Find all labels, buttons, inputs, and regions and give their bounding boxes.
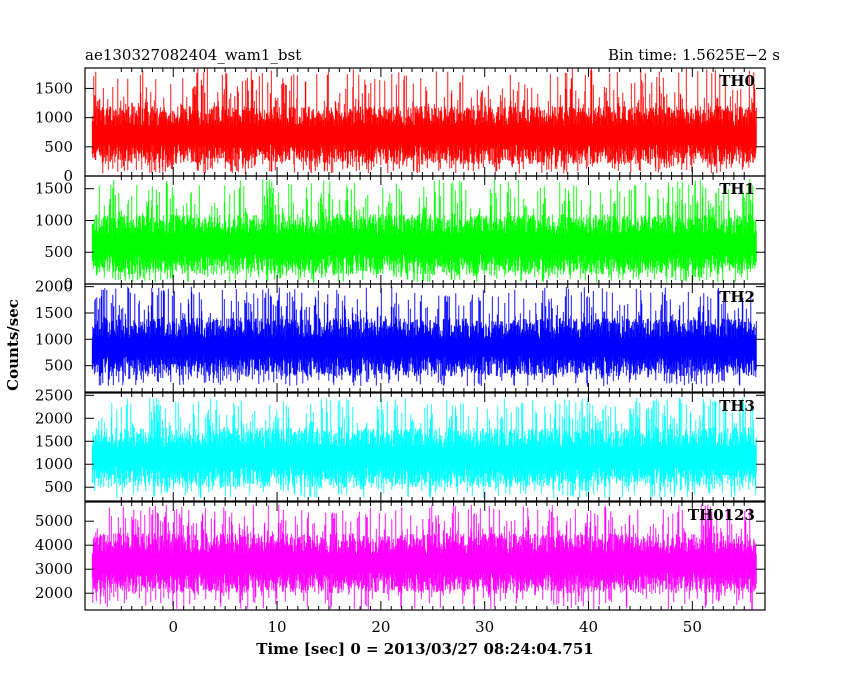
panel-th3: 500 1000 1500 2000 2500 TH3 [35,386,766,502]
y-tick-label: 1500 [35,432,73,450]
observation-id: ae130327082404_wam1_bst [85,46,301,64]
panel-th0123: 2000 3000 4000 5000 TH0123 [35,501,766,611]
y-tick-label: 4000 [35,536,73,554]
y-tick-label: 2000 [35,278,73,296]
x-tick-label: 50 [683,618,702,636]
y-tick-label: 1500 [35,79,73,97]
x-axis: 0 10 20 30 40 50 [168,618,701,636]
y-tick-label: 0 [63,167,73,185]
y-tick-label: 2000 [35,584,73,602]
panels: 0 500 1000 1500 TH0 0 500 1000 1500 TH1 500 1000 150… [35,67,766,611]
panel-th2: 500 1000 1500 2000 TH2 [35,278,766,393]
panel-frame [84,283,766,393]
light-curve-th0123 [91,504,757,610]
panel-name: TH3 [719,397,755,415]
y-tick-label: 500 [44,357,73,375]
y-tick-label: 1000 [35,330,73,348]
y-tick-label: 500 [44,478,73,496]
y-tick-label: 500 [44,138,73,156]
y-tick-label: 0 [63,275,73,293]
y-tick-label: 1000 [35,109,73,127]
panel-frame [84,501,766,611]
bin-time-label: Bin time: 1.5625E−2 s [608,46,780,64]
y-tick-label: 2000 [35,409,73,427]
panel-th1: 0 500 1000 1500 TH1 [35,175,766,293]
y-tick-label: 500 [44,243,73,261]
panel-frame [84,392,766,502]
x-tick-label: 20 [371,618,390,636]
light-curve-th3 [91,397,757,499]
light-curve-th2 [91,286,757,387]
panel-name: TH2 [719,288,755,306]
y-tick-label: 1500 [35,304,73,322]
panel-name: TH0 [719,72,755,90]
panel-th0: 0 500 1000 1500 TH0 [35,67,766,185]
x-axis-title: Time [sec] 0 = 2013/03/27 08:24:04.751 [256,640,593,658]
panel-name: TH0123 [688,506,755,524]
y-tick-label: 5000 [35,512,73,530]
y-tick-label: 1000 [35,455,73,473]
x-tick-label: 10 [268,618,287,636]
light-curve-th0 [91,68,757,174]
light-curve-th1 [91,179,757,283]
y-tick-label: 1500 [35,180,73,198]
y-tick-label: 3000 [35,560,73,578]
x-tick-label: 30 [475,618,494,636]
x-tick-label: 0 [168,618,178,636]
panel-name: TH1 [719,180,755,198]
x-tick-label: 40 [579,618,598,636]
y-axis-title: Counts/sec [4,299,22,391]
y-tick-label: 2500 [35,386,73,404]
y-tick-label: 1000 [35,211,73,229]
